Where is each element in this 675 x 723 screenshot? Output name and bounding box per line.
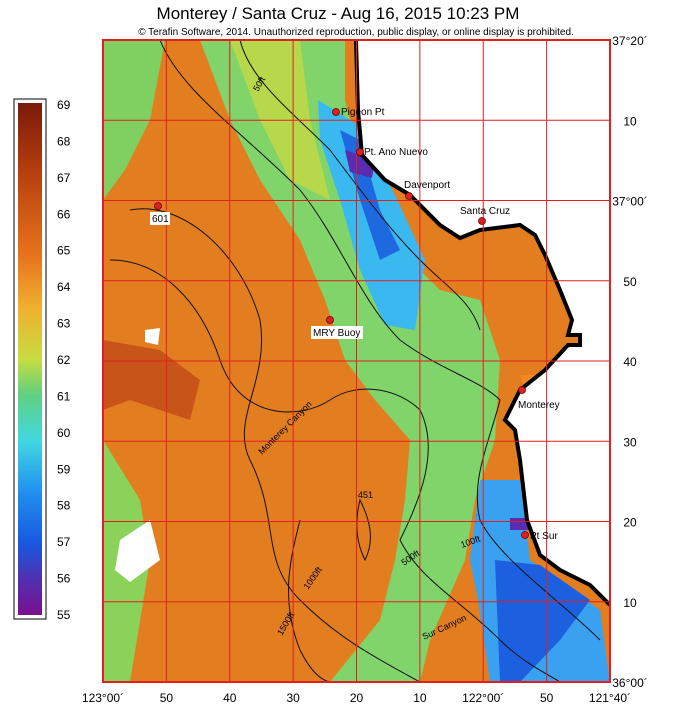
map-frame [102, 39, 611, 683]
latitude-label: 30 [623, 435, 637, 449]
place-label: Pigeon Pt [341, 107, 385, 118]
no-data [145, 328, 160, 345]
place-label: Davenport [404, 180, 450, 191]
colorbar-tick-label: 62 [57, 353, 71, 367]
colorbar-tick-label: 58 [57, 499, 71, 513]
latitude-label: 20 [623, 516, 637, 530]
longitude-label: 121°40´ [589, 691, 631, 705]
colorbar-tick-label: 64 [57, 280, 71, 294]
place-marker [326, 316, 334, 324]
latitude-label: 37°20´ [612, 34, 648, 48]
latitude-label: 10 [623, 114, 637, 128]
no-data [115, 520, 160, 582]
contour [159, 40, 601, 641]
longitude-label: 123°00´ [82, 691, 124, 705]
sea-hot [103, 340, 200, 420]
place-label: MRY Buoy [313, 328, 360, 339]
sea-coldest [345, 150, 375, 178]
sea-colder [495, 560, 590, 682]
latitude-label: 40 [623, 355, 637, 369]
title: Monterey / Santa Cruz - Aug 16, 2015 10:… [157, 4, 520, 23]
label-box [311, 326, 363, 339]
colorbar [18, 103, 42, 615]
contours [109, 40, 601, 682]
colorbar-tick-label: 66 [57, 207, 71, 221]
latitude-label: 50 [623, 275, 637, 289]
longitude-label: 122°00´ [462, 691, 504, 705]
longitude-label: 10 [413, 691, 427, 705]
copyright: © Terafin Software, 2014. Unauthorized r… [138, 27, 574, 38]
label-box [150, 212, 170, 225]
colorbar-tick-label: 61 [57, 389, 71, 403]
colorbar-tick-label: 67 [57, 171, 71, 185]
place-label: Santa Cruz [460, 206, 510, 217]
colorbar-tick-label: 65 [57, 244, 71, 258]
longitude-label: 40 [223, 691, 237, 705]
colorbar-tick-label: 69 [57, 98, 71, 112]
place-marker [478, 217, 486, 225]
place-marker [521, 531, 529, 539]
colorbar-tick-label: 55 [57, 608, 71, 622]
latitude-label: 36°00´ [612, 676, 648, 690]
latitude-label: 37°00´ [612, 195, 648, 209]
contour [356, 498, 371, 562]
place-label: Monterey [518, 400, 560, 411]
longitude-label: 50 [540, 691, 554, 705]
colorbar-tick-label: 68 [57, 134, 71, 148]
colorbar-tick-label: 57 [57, 535, 71, 549]
longitude-label: 20 [350, 691, 364, 705]
place-marker [356, 148, 364, 156]
longitude-label: 30 [286, 691, 300, 705]
place-label: Pt Sur [530, 531, 558, 542]
contour [129, 208, 421, 682]
contour [239, 40, 481, 331]
colorbar-tick-label: 63 [57, 317, 71, 331]
place-marker [332, 108, 340, 116]
place-label: Pt. Ano Nuevo [364, 147, 428, 158]
colorbar-tick-label: 59 [57, 462, 71, 476]
contour-label: 451 [358, 490, 373, 500]
graticule [103, 40, 610, 682]
colorbar-tick-label: 56 [57, 572, 71, 586]
latitude-label: 10 [623, 596, 637, 610]
colorbar-tick-label: 60 [57, 426, 71, 440]
contour [109, 259, 561, 682]
place-marker [518, 386, 526, 394]
longitude-label: 50 [160, 691, 174, 705]
place-marker [405, 192, 413, 200]
place-marker [154, 202, 162, 210]
place-label: 601 [152, 214, 169, 225]
